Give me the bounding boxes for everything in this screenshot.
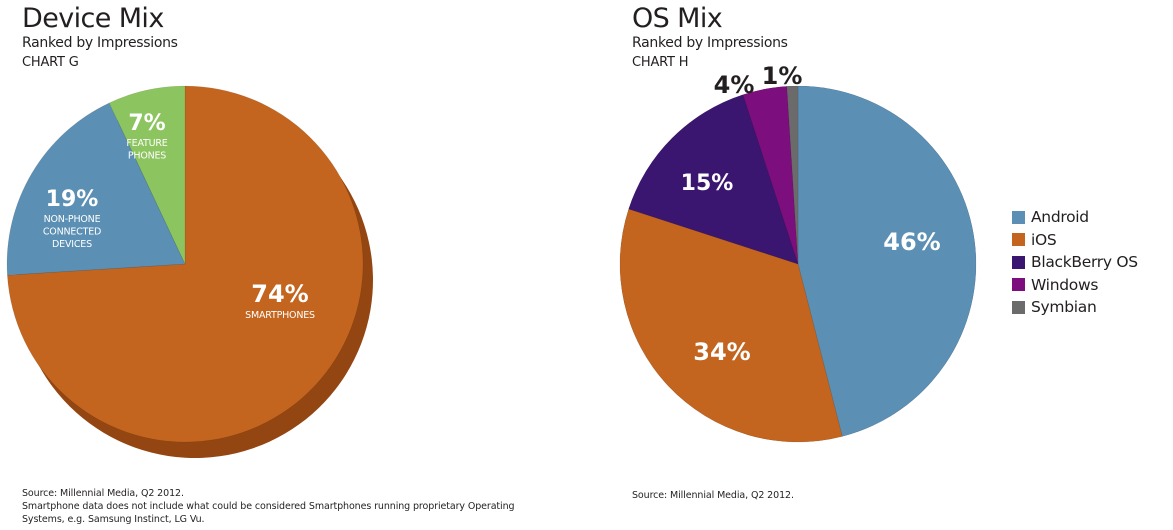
legend-swatch bbox=[1012, 300, 1025, 314]
pie-slice-ios bbox=[619, 208, 843, 443]
device-mix-source-line: Systems, e.g. Samsung Instinct, LG Vu. bbox=[22, 514, 205, 525]
pie-slice-symbian bbox=[786, 85, 799, 265]
legend-swatch bbox=[1012, 255, 1025, 269]
legend-swatch bbox=[1012, 210, 1025, 224]
pie-slice-feature bbox=[108, 85, 186, 265]
device-mix-panel: Device Mix Ranked by Impressions CHART G… bbox=[6, 3, 515, 526]
slice-value-label-windows: 4% bbox=[714, 71, 755, 99]
os-mix-source-line: Source: Millennial Media, Q2 2012. bbox=[632, 490, 794, 501]
pie-slice-non-phone bbox=[6, 102, 186, 276]
slice-value-label-feature: 7% bbox=[128, 111, 165, 136]
device-mix-subtitle: Ranked by Impressions bbox=[22, 35, 178, 51]
legend-swatch bbox=[1012, 233, 1025, 247]
device-mix-chart-code: CHART G bbox=[22, 55, 79, 70]
legend-item-android: Android bbox=[1012, 206, 1138, 229]
device-mix-title: Device Mix bbox=[22, 3, 164, 34]
legend-label: iOS bbox=[1031, 230, 1057, 249]
legend-item-blackberry-os: BlackBerry OS bbox=[1012, 251, 1138, 274]
os-mix-panel: OS Mix Ranked by Impressions CHART H Sou… bbox=[610, 0, 1173, 530]
legend-label: Windows bbox=[1031, 275, 1099, 294]
pie-slice-windows bbox=[742, 86, 799, 265]
pie-slice-smartphones bbox=[7, 85, 364, 443]
slice-value-label-smartphones: 74% bbox=[251, 280, 308, 308]
pie-slice-blackberry-os bbox=[628, 94, 799, 265]
device-mix-source: Source: Millennial Media, Q2 2012. Smart… bbox=[22, 487, 515, 526]
slice-caption-feature: PHONES bbox=[128, 151, 166, 162]
slice-value-label-non-phone: 19% bbox=[46, 187, 99, 212]
slice-value-label-blackberry-os: 15% bbox=[681, 171, 734, 196]
device-mix-pie-chart: 74% SMARTPHONES 19% NON-PHONE CONNECTEDDEVIC… bbox=[6, 85, 373, 459]
device-mix-source-line: Source: Millennial Media, Q2 2012. bbox=[22, 488, 184, 499]
os-mix-source: Source: Millennial Media, Q2 2012. bbox=[632, 489, 794, 502]
legend-item-windows: Windows bbox=[1012, 274, 1138, 297]
legend-swatch bbox=[1012, 278, 1025, 292]
slice-caption-non-phone: NON-PHONE bbox=[44, 214, 101, 225]
legend-label: Android bbox=[1031, 208, 1089, 227]
device-mix-source-line: Smartphone data does not include what co… bbox=[22, 501, 515, 512]
slice-caption-non-phone: CONNECTED bbox=[43, 227, 101, 238]
os-mix-chart-code: CHART H bbox=[632, 55, 689, 70]
legend-item-ios: iOS bbox=[1012, 229, 1138, 252]
legend-item-symbian: Symbian bbox=[1012, 296, 1138, 319]
slice-caption-feature: FEATURE bbox=[126, 138, 167, 149]
pie-slice-android bbox=[797, 85, 977, 437]
os-mix-legend: Android iOS BlackBerry OS Windows Symbia… bbox=[1012, 206, 1138, 319]
slice-value-label-ios: 34% bbox=[693, 338, 750, 366]
slice-value-label-symbian: 1% bbox=[762, 62, 803, 90]
slice-value-label-android: 46% bbox=[883, 228, 940, 256]
slice-caption-non-phone: DEVICES bbox=[52, 239, 92, 250]
legend-label: BlackBerry OS bbox=[1031, 253, 1138, 272]
os-mix-title: OS Mix bbox=[632, 3, 723, 34]
os-mix-subtitle: Ranked by Impressions bbox=[632, 35, 788, 51]
slice-caption-smartphones: SMARTPHONES bbox=[245, 310, 315, 321]
legend-label: Symbian bbox=[1031, 298, 1097, 317]
